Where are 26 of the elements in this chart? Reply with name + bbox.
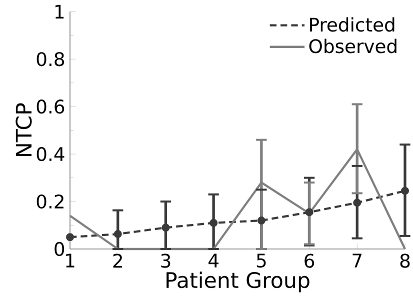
y-axis-title: NTCP (16, 103, 32, 156)
y-tick-label: 0.6 (36, 100, 64, 114)
point (66, 233, 74, 242)
x-tick-label: 4 (208, 254, 218, 268)
y-tick-label: 0 (54, 242, 64, 256)
x-tick-label: 2 (113, 254, 122, 268)
point (257, 216, 266, 225)
x-tick-label: 7 (352, 254, 362, 268)
y-tick-label: 0.4 (36, 147, 64, 162)
legend-label: Observed (309, 38, 396, 54)
point (353, 198, 362, 207)
point (162, 224, 170, 232)
point (114, 230, 122, 238)
x-tick-label: 3 (161, 254, 170, 268)
x-axis-title: Patient Group (166, 272, 310, 292)
x-tick-label: 5 (256, 254, 266, 268)
point (210, 218, 218, 227)
y-tick-label: 0.8 (36, 52, 64, 66)
y-tick-label: 0.2 (36, 194, 64, 209)
point (400, 186, 409, 195)
y-tick-label: 1 (55, 4, 64, 18)
legend-label: Predicted (310, 17, 394, 32)
x-tick-label: 6 (304, 254, 314, 268)
point (305, 208, 314, 216)
x-tick-label: 1 (66, 254, 74, 268)
x-tick-label: 8 (400, 254, 410, 268)
